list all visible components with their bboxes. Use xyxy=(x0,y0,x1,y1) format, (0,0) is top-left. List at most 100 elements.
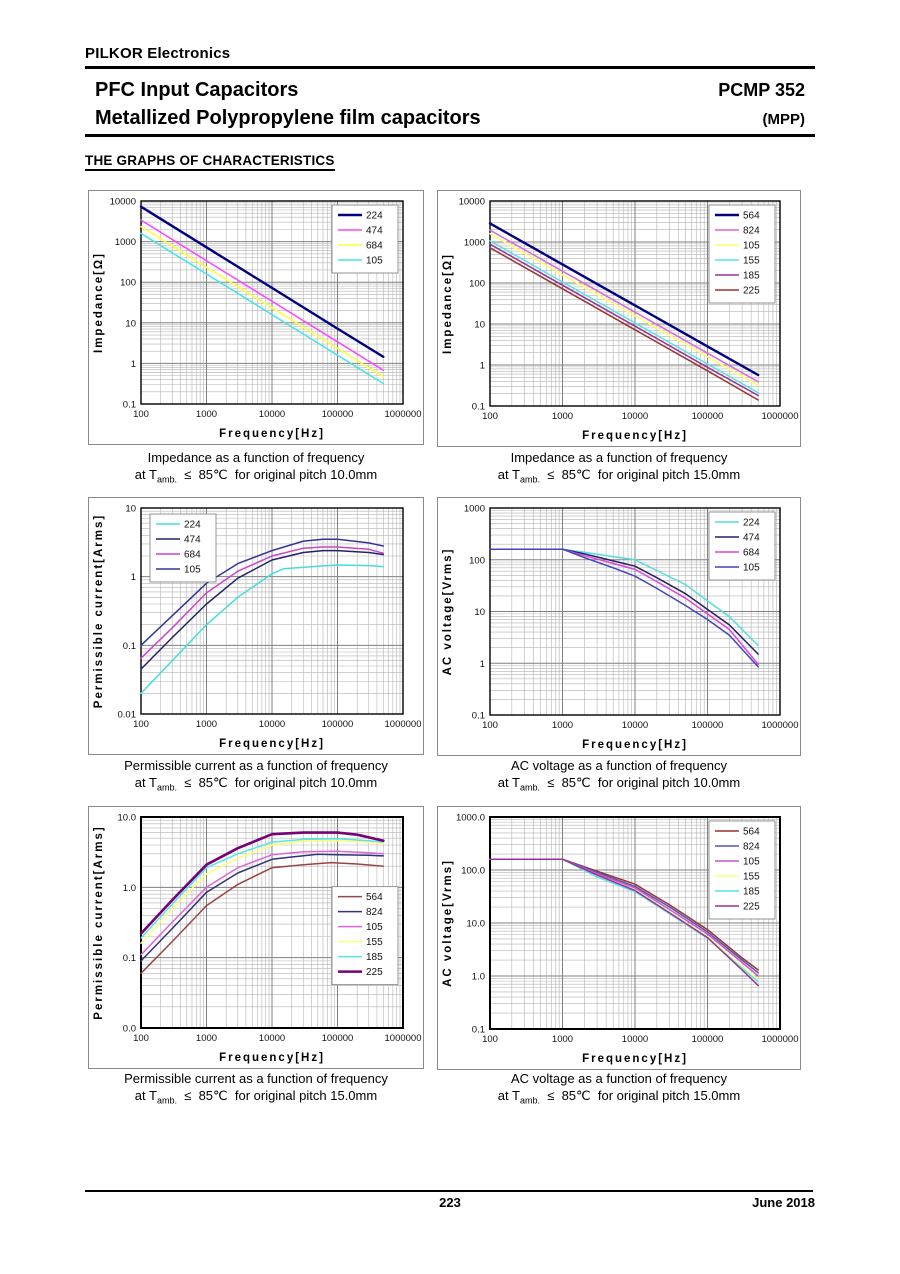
mpp-tag: (MPP) xyxy=(762,111,806,128)
caption-line2: at Tamb. ≤ 85℃ for original pitch 15.0mm xyxy=(437,466,801,489)
svg-text:100000: 100000 xyxy=(322,409,354,420)
caption-line2: at Tamb. ≤ 85℃ for original pitch 10.0mm xyxy=(88,466,424,489)
svg-text:10: 10 xyxy=(474,607,485,618)
svg-text:100: 100 xyxy=(482,1034,498,1045)
section-heading: THE GRAPHS OF CHARACTERISTICS xyxy=(85,153,335,171)
svg-text:1000: 1000 xyxy=(464,238,485,249)
svg-text:1.0: 1.0 xyxy=(472,972,485,983)
svg-text:1000000: 1000000 xyxy=(385,1033,422,1044)
caption-prefix: at T xyxy=(497,1088,520,1103)
footer-date: June 2018 xyxy=(752,1195,815,1210)
svg-text:10000: 10000 xyxy=(459,197,485,208)
caption-suffix: ≤ 85℃ for original pitch 15.0mm xyxy=(539,467,741,482)
svg-text:10: 10 xyxy=(125,504,136,515)
svg-text:1000: 1000 xyxy=(196,409,217,420)
svg-text:Permissible current[Arms]: Permissible current[Arms] xyxy=(93,825,105,1019)
svg-text:225: 225 xyxy=(366,967,383,978)
svg-text:105: 105 xyxy=(366,256,383,267)
caption-suffix: ≤ 85℃ for original pitch 15.0mm xyxy=(176,1088,378,1103)
svg-text:Frequency[Hz]: Frequency[Hz] xyxy=(582,430,688,442)
ac-voltage-10mm-chart: 100 1000 10000 100000 1000000 0.1 1 10 100 1000 Fr… xyxy=(442,504,799,752)
caption-prefix: at T xyxy=(134,775,157,790)
svg-text:0.1: 0.1 xyxy=(123,953,136,964)
svg-text:155: 155 xyxy=(743,872,760,883)
caption-subscript: amb. xyxy=(519,1095,540,1106)
caption-line2: at Tamb. ≤ 85℃ for original pitch 15.0mm xyxy=(437,1087,801,1110)
svg-text:0.1: 0.1 xyxy=(472,1025,485,1036)
svg-text:1000000: 1000000 xyxy=(385,719,422,730)
svg-text:1000: 1000 xyxy=(115,237,136,248)
svg-text:0.1: 0.1 xyxy=(472,402,485,413)
svg-text:Impedance[Ω]: Impedance[Ω] xyxy=(93,252,105,353)
caption-current-10mm: Permissible current as a function of fre… xyxy=(88,757,424,797)
svg-text:100: 100 xyxy=(133,409,149,420)
caption-impedance-15mm: Impedance as a function of frequency at … xyxy=(437,449,801,489)
impedance-15mm-chart: 100 1000 10000 100000 1000000 0.1 1 10 100 1000 10… xyxy=(442,197,799,443)
svg-text:AC voltage[Vrms]: AC voltage[Vrms] xyxy=(442,548,454,676)
svg-text:1: 1 xyxy=(480,361,485,372)
caption-suffix: ≤ 85℃ for original pitch 10.0mm xyxy=(176,467,378,482)
caption-suffix: ≤ 85℃ for original pitch 10.0mm xyxy=(176,775,378,790)
svg-text:105: 105 xyxy=(743,857,760,868)
permissible-current-15mm-chart: 100 1000 10000 100000 1000000 0.0 0.1 1.0 10.0 Fr… xyxy=(93,813,422,1065)
svg-text:10: 10 xyxy=(125,318,136,329)
part-number: PCMP 352 xyxy=(718,80,805,100)
svg-text:564: 564 xyxy=(743,211,760,222)
svg-text:564: 564 xyxy=(743,827,760,838)
svg-text:Frequency[Hz]: Frequency[Hz] xyxy=(219,738,325,750)
svg-text:1000000: 1000000 xyxy=(762,411,799,422)
svg-text:100000: 100000 xyxy=(692,1034,724,1045)
svg-text:Impedance[Ω]: Impedance[Ω] xyxy=(442,253,454,354)
caption-voltage-15mm: AC voltage as a function of frequency at… xyxy=(437,1070,801,1110)
caption-line1: Impedance as a function of frequency xyxy=(510,450,728,465)
svg-text:185: 185 xyxy=(366,952,383,963)
svg-text:684: 684 xyxy=(184,550,201,561)
brand-name: PILKOR Electronics xyxy=(85,45,231,62)
svg-text:824: 824 xyxy=(366,907,383,918)
svg-text:100: 100 xyxy=(133,1033,149,1044)
svg-text:1000000: 1000000 xyxy=(762,720,799,731)
chart-box-current-10mm: 100 1000 10000 100000 1000000 0.01 0.1 1 10 Frequ… xyxy=(88,497,424,755)
caption-subscript: amb. xyxy=(519,474,540,485)
svg-text:105: 105 xyxy=(743,563,760,574)
svg-text:100: 100 xyxy=(133,719,149,730)
svg-text:Frequency[Hz]: Frequency[Hz] xyxy=(219,1052,325,1064)
chart-box-impedance-15mm: 100 1000 10000 100000 1000000 0.1 1 10 100 1000 10… xyxy=(437,190,801,447)
caption-prefix: at T xyxy=(497,467,520,482)
svg-text:0.1: 0.1 xyxy=(472,711,485,722)
caption-subscript: amb. xyxy=(156,782,177,793)
chart-box-current-15mm: 100 1000 10000 100000 1000000 0.0 0.1 1.0 10.0 Fr… xyxy=(88,806,424,1069)
svg-text:684: 684 xyxy=(743,548,760,559)
caption-subscript: amb. xyxy=(156,474,177,485)
svg-text:10000: 10000 xyxy=(622,720,648,731)
impedance-10mm-chart: 100 1000 10000 100000 1000000 0.1 1 10 100 1000 10… xyxy=(93,197,421,441)
svg-text:0.01: 0.01 xyxy=(118,710,137,721)
svg-text:1: 1 xyxy=(131,572,136,583)
caption-line1: AC voltage as a function of frequency xyxy=(510,758,728,773)
caption-subscript: amb. xyxy=(519,782,540,793)
svg-text:185: 185 xyxy=(743,887,760,898)
caption-impedance-10mm: Impedance as a function of frequency at … xyxy=(88,449,424,489)
caption-line1: Permissible current as a function of fre… xyxy=(124,1071,388,1086)
svg-text:105: 105 xyxy=(743,241,760,252)
permissible-current-10mm-chart: 100 1000 10000 100000 1000000 0.01 0.1 1 10 Frequ… xyxy=(93,504,422,751)
footer-rule xyxy=(85,1190,813,1192)
svg-text:684: 684 xyxy=(366,241,383,252)
caption-line1: AC voltage as a function of frequency xyxy=(510,1071,728,1086)
ac-voltage-15mm-chart: 100 1000 10000 100000 1000000 0.1 1.0 10.0 100.0… xyxy=(442,813,798,1066)
svg-text:100: 100 xyxy=(469,555,485,566)
svg-text:Frequency[Hz]: Frequency[Hz] xyxy=(219,428,325,440)
svg-text:100: 100 xyxy=(120,278,136,289)
page-subtitle: Metallized Polypropylene film capacitors xyxy=(95,107,481,129)
svg-text:100000: 100000 xyxy=(692,720,724,731)
svg-text:1: 1 xyxy=(131,359,136,370)
caption-prefix: at T xyxy=(134,467,157,482)
svg-text:10.0: 10.0 xyxy=(467,919,486,930)
chart-box-voltage-10mm: 100 1000 10000 100000 1000000 0.1 1 10 100 1000 Fr… xyxy=(437,497,801,756)
svg-text:100000: 100000 xyxy=(322,719,354,730)
svg-text:100: 100 xyxy=(469,279,485,290)
svg-text:1000: 1000 xyxy=(196,1033,217,1044)
caption-line1: Impedance as a function of frequency xyxy=(147,450,365,465)
svg-text:105: 105 xyxy=(366,922,383,933)
